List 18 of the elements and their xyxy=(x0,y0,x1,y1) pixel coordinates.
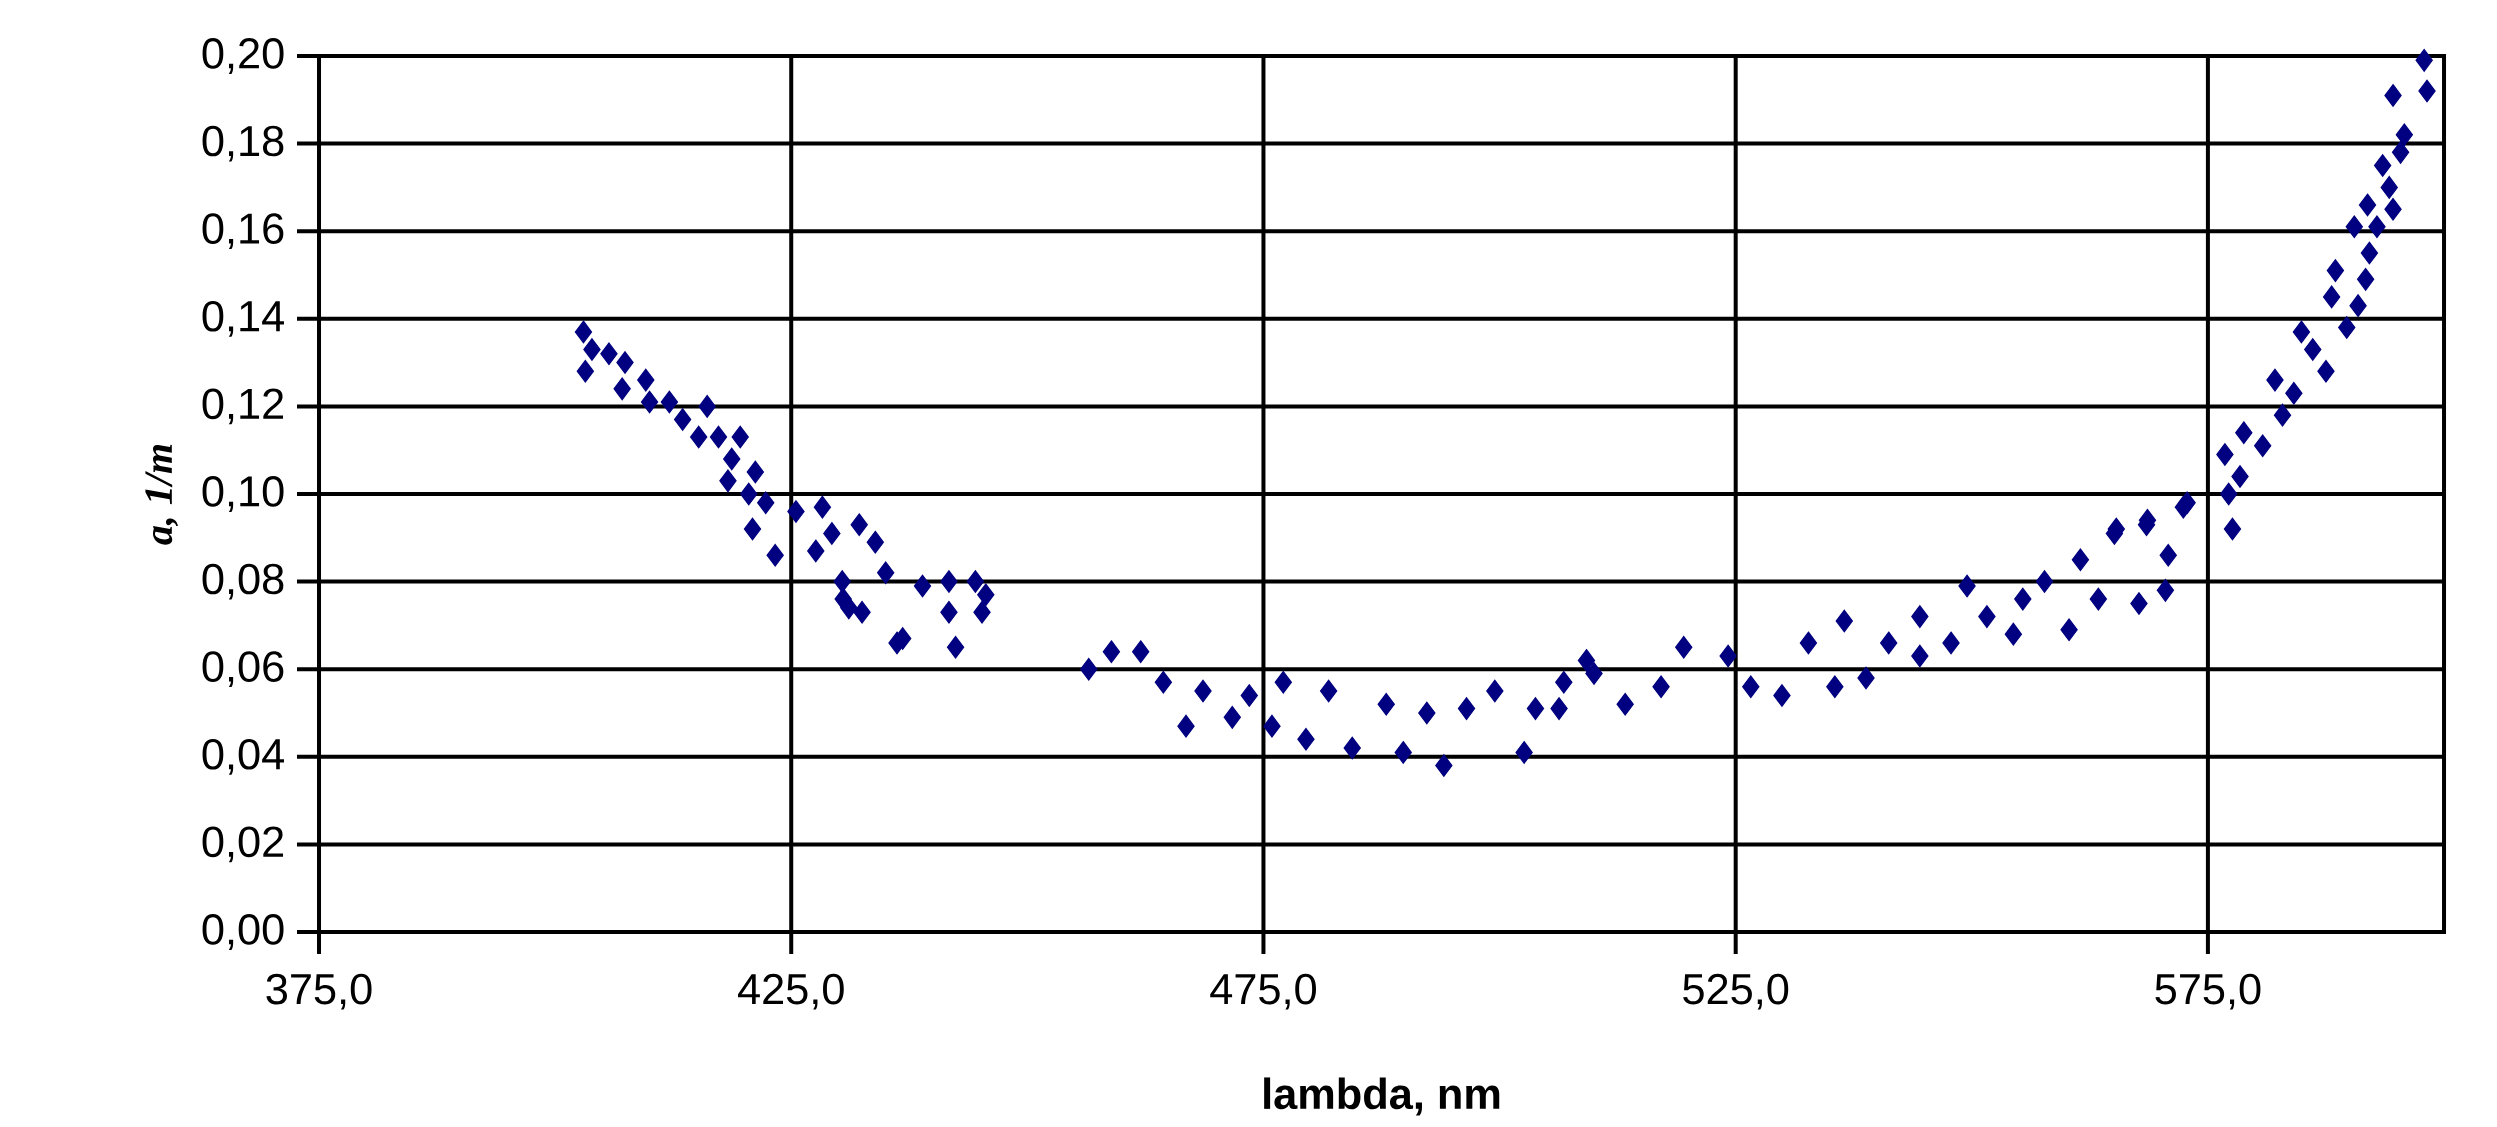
y-tick-label: 0,04 xyxy=(202,739,284,775)
y-tick-label: 0,02 xyxy=(202,826,284,863)
x-tick-label: 575,0 xyxy=(2155,973,2261,1010)
y-tick-label: 0,20 xyxy=(202,38,284,75)
x-tick-label: 475,0 xyxy=(1210,973,1316,1010)
x-tick-label: 525,0 xyxy=(1683,973,1789,1010)
y-tick-label: 0,14 xyxy=(202,301,284,337)
x-tick-label: 425,0 xyxy=(738,973,844,1010)
y-tick-label: 0,16 xyxy=(202,213,284,250)
y-tick-label: 0,10 xyxy=(202,476,284,513)
x-tick-label: 375,0 xyxy=(266,973,372,1010)
y-tick-label: 0,08 xyxy=(202,563,284,600)
y-tick-label: 0,00 xyxy=(202,914,284,951)
y-tick-label: 0,06 xyxy=(202,651,284,688)
x-axis-title: lambda, nm xyxy=(1264,1077,1500,1116)
y-axis-title: a, 1/m xyxy=(145,445,178,545)
y-tick-label: 0,18 xyxy=(202,125,284,162)
y-tick-label: 0,12 xyxy=(202,388,284,425)
